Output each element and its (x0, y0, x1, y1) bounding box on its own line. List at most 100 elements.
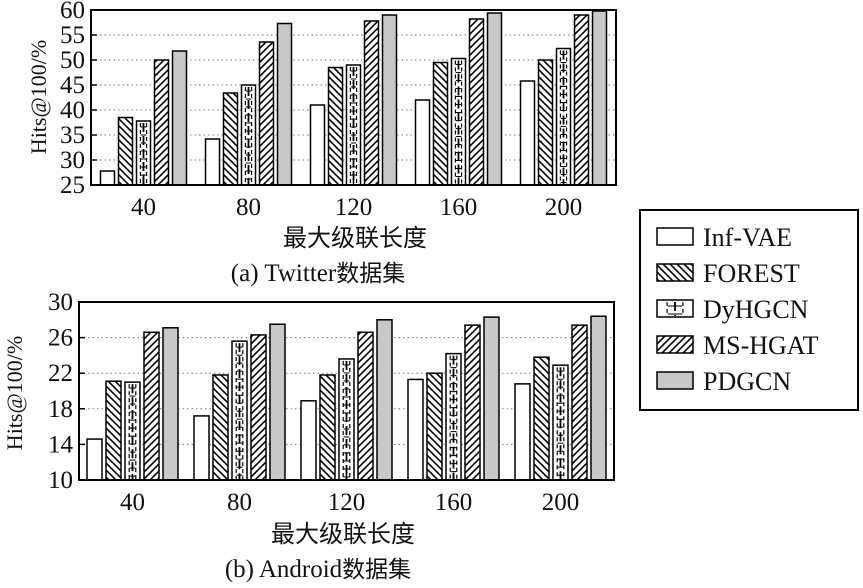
bar-pdgcn (269, 323, 286, 481)
x-axis-label-b: 最大级联长度 (271, 520, 415, 548)
bar-rect (153, 59, 170, 186)
x-tick-label: 160 (435, 489, 473, 516)
bar-rect (519, 80, 536, 186)
y-tick-label: 10 (48, 467, 73, 494)
caption-a-prefix: (a) Twitter (231, 260, 337, 287)
bar-dyhgcn (345, 64, 362, 186)
bar-dyhgcn (135, 120, 152, 186)
x-ticks-a: 40 80 120 160 200 (131, 179, 582, 221)
bar-pdgcn (162, 327, 179, 481)
bar-rect (464, 324, 481, 481)
bar-ms-hgat (143, 331, 160, 481)
x-tick-label: 200 (542, 489, 580, 516)
y-tick-label: 25 (60, 172, 85, 199)
bar-rect (407, 378, 424, 481)
y-axis-label-b: Hits@100/% (2, 336, 27, 450)
bar-forest (426, 372, 443, 481)
bar-rect (269, 323, 286, 481)
caption-a: (a) Twitter数据集 (231, 260, 405, 287)
legend-item-pdgcn: PDGCN (656, 367, 791, 396)
y-tick-label: 45 (60, 72, 85, 99)
bar-inf-vae-swatch (656, 227, 694, 246)
bar-forest (432, 61, 449, 186)
caption-b-prefix: (b) Android (225, 556, 343, 583)
bar-ms-hgat (573, 14, 590, 186)
bars-b (86, 315, 607, 481)
bar-pdgcn (483, 316, 500, 481)
y-tick-label: 14 (48, 431, 74, 458)
caption-b: (b) Android数据集 (225, 556, 411, 583)
bar-inf-vae (514, 383, 531, 481)
bar-ms-hgat (357, 331, 374, 481)
bar-pdgcn (486, 12, 503, 186)
x-tick-label: 80 (236, 194, 261, 221)
bar-rect (143, 331, 160, 481)
x-axis-label-a: 最大级联长度 (283, 224, 427, 252)
bar-rect (656, 335, 694, 354)
bar-dyhgcn (552, 364, 569, 481)
bar-rect (571, 324, 588, 481)
bar-pdgcn (381, 14, 398, 186)
bar-forest-swatch (656, 263, 694, 282)
bar-rect (300, 400, 317, 481)
legend-label: Inf-VAE (703, 223, 792, 252)
bar-rect (468, 18, 485, 186)
bar-rect (86, 438, 103, 481)
bar-rect (514, 383, 531, 481)
bar-rect (171, 50, 188, 186)
bar-inf-vae (86, 438, 103, 481)
bar-rect (162, 327, 179, 481)
bar-rect (590, 315, 607, 481)
legend-label: FOREST (703, 259, 800, 288)
bar-rect (537, 59, 554, 186)
bar-forest (212, 374, 229, 481)
legend-label: MS-HGAT (703, 331, 819, 360)
bar-forest (537, 59, 554, 186)
legend-items: Inf-VAE FOREST DyHGCN MS-HGAT PDGCN (656, 223, 819, 396)
bar-rect (414, 99, 431, 186)
bar-ms-hgat (468, 18, 485, 186)
legend: Inf-VAE FOREST DyHGCN MS-HGAT PDGCN (639, 209, 859, 411)
x-tick-label: 40 (131, 194, 156, 221)
bar-rect (381, 14, 398, 186)
x-tick-label: 80 (227, 489, 252, 516)
x-tick-label: 120 (328, 489, 366, 516)
bar-rect (533, 356, 550, 481)
bar-inf-vae (99, 170, 116, 186)
bar-rect (327, 66, 344, 186)
y-tick-label: 30 (48, 289, 73, 316)
y-tick-label: 22 (48, 360, 73, 387)
bar-rect (117, 116, 134, 186)
y-tick-label: 30 (60, 147, 85, 174)
y-tick-label: 26 (48, 325, 73, 352)
bar-rect (591, 10, 608, 186)
bar-rect (319, 374, 336, 481)
bar-ms-hgat (250, 334, 267, 481)
bar-dyhgcn (231, 340, 248, 481)
legend-item-dyhgcn: DyHGCN (656, 295, 809, 324)
bar-pdgcn (376, 319, 393, 481)
bar-ms-hgat (363, 20, 380, 186)
bar-dyhgcn (445, 352, 462, 481)
bar-pdgcn (171, 50, 188, 186)
bar-inf-vae (519, 80, 536, 186)
bar-rect (656, 371, 694, 390)
bar-forest (327, 66, 344, 186)
bar-rect (483, 316, 500, 481)
bar-rect (656, 263, 694, 282)
bar-dyhgcn-swatch (656, 299, 694, 318)
panel-b: 10 14 18 22 26 30 40 80 120 160 200 Hits@100/% 最大… (2, 289, 615, 583)
bar-rect (99, 170, 116, 186)
bar-inf-vae (407, 378, 424, 481)
bar-ms-hgat (258, 41, 275, 186)
bar-ms-hgat (464, 324, 481, 481)
bar-rect (376, 319, 393, 481)
bar-rect (204, 138, 221, 186)
x-tick-label: 200 (545, 194, 583, 221)
y-tick-label: 35 (60, 122, 85, 149)
bar-rect (573, 14, 590, 186)
x-ticks-b: 40 80 120 160 200 (120, 474, 579, 516)
bar-rect (222, 92, 239, 186)
